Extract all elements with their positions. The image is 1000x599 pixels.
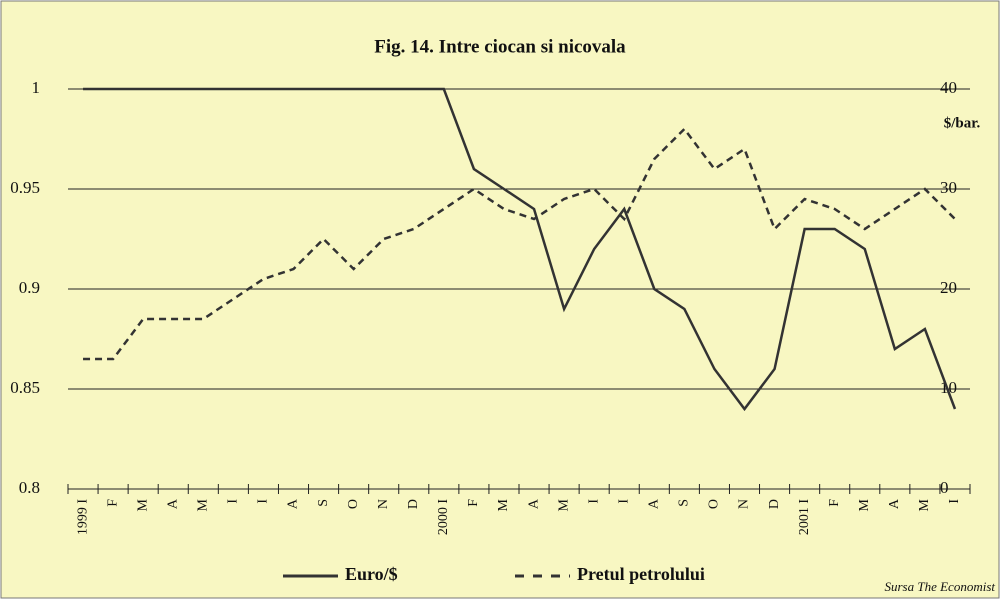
x-tick-label: 2001 I: [797, 499, 812, 536]
y2-tick-label: 20: [940, 278, 957, 297]
x-tick-label: M: [556, 498, 571, 511]
y2-tick-label: 0: [940, 478, 949, 497]
x-tick-label: F: [105, 499, 120, 507]
x-tick-label: N: [737, 499, 752, 509]
x-tick-label: N: [376, 499, 391, 509]
x-tick-label: M: [917, 498, 932, 511]
y-tick-label: 0.9: [19, 278, 40, 297]
x-tick-label: A: [165, 498, 180, 509]
x-tick-label: F: [466, 499, 481, 507]
legend-label: Pretul petrolului: [577, 564, 705, 584]
legend-label: Euro/$: [345, 564, 398, 584]
y-tick-label: 0.85: [10, 378, 40, 397]
x-tick-label: 2000 I: [436, 499, 451, 536]
x-tick-label: I: [226, 499, 241, 504]
y-tick-label: 0.8: [19, 478, 40, 497]
source: Sursa The Economist: [885, 579, 996, 594]
x-tick-label: I: [256, 499, 271, 504]
x-tick-label: M: [135, 498, 150, 511]
x-tick-label: O: [346, 499, 361, 509]
x-tick-label: I: [947, 499, 962, 504]
x-tick-label: D: [767, 499, 782, 509]
y2-axis-label: $/bar.: [944, 115, 981, 131]
x-tick-label: A: [647, 498, 662, 509]
y2-tick-label: 30: [940, 178, 957, 197]
series-line: [83, 127, 956, 361]
x-tick-label: 1999 I: [75, 499, 90, 536]
y2-tick-label: 40: [940, 78, 957, 97]
series-line: [83, 87, 957, 412]
x-tick-label: M: [496, 498, 511, 511]
x-tick-label: S: [316, 499, 331, 507]
y-tick-label: 0.95: [10, 178, 40, 197]
y-tick-label: 1: [32, 78, 41, 97]
x-tick-label: O: [707, 499, 722, 509]
x-tick-label: I: [616, 499, 631, 504]
x-tick-label: D: [406, 499, 421, 509]
x-tick-label: A: [286, 498, 301, 509]
x-tick-label: S: [677, 499, 692, 507]
chart-title: Fig. 14. Intre ciocan si nicovala: [374, 36, 626, 57]
x-tick-label: I: [586, 499, 601, 504]
x-tick-label: A: [526, 498, 541, 509]
x-tick-label: F: [827, 499, 842, 507]
x-tick-label: M: [857, 498, 872, 511]
x-tick-label: M: [196, 498, 211, 511]
x-tick-label: A: [887, 498, 902, 509]
